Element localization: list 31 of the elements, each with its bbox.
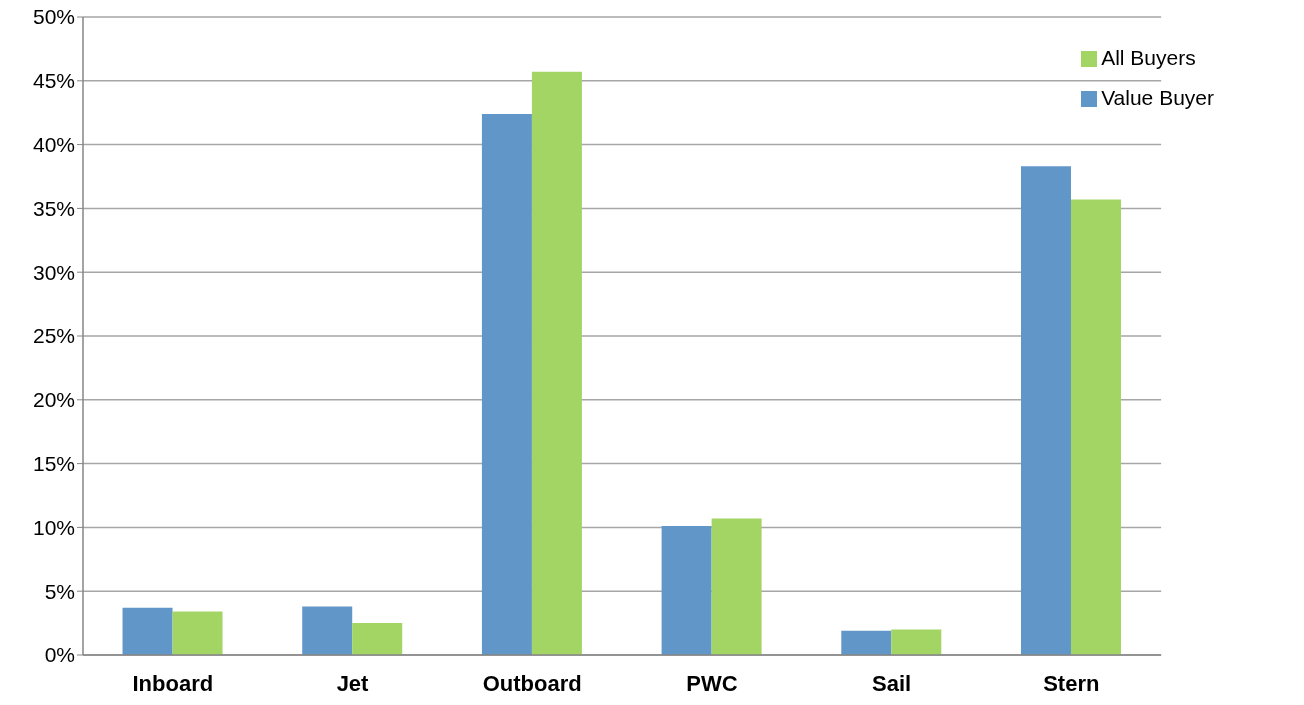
bar [531,71,582,655]
x-tick-label: Inboard [132,670,214,696]
bar [661,526,712,655]
y-tick-label: 20% [32,388,75,412]
y-tick-label: 0% [44,643,75,667]
legend-label: Value Buyer [1101,86,1214,109]
y-tick-label: 5% [44,579,75,603]
y-tick-label: 10% [32,515,75,539]
x-tick-label: Jet [336,670,370,696]
bar [122,607,173,655]
x-tick-label: Sail [872,670,912,696]
bar [172,611,223,655]
y-tick-label: 40% [32,133,75,157]
y-tick-label: 35% [32,196,75,220]
y-tick-label: 30% [32,260,75,284]
x-tick-label: PWC [686,670,738,696]
bar [891,629,942,655]
y-tick-label: 25% [32,324,75,348]
y-tick-label: 15% [32,452,75,476]
x-tick-label: Outboard [482,670,582,696]
bar [1070,199,1121,655]
y-tick-label: 50% [32,5,75,29]
bar [841,630,892,655]
bar [352,623,403,655]
y-tick-label: 45% [32,69,75,93]
legend-label: All Buyers [1101,46,1196,69]
bar [711,518,762,655]
bar [302,606,353,655]
bar [1020,166,1071,655]
bar [481,113,532,655]
x-tick-label: Stern [1043,670,1100,696]
